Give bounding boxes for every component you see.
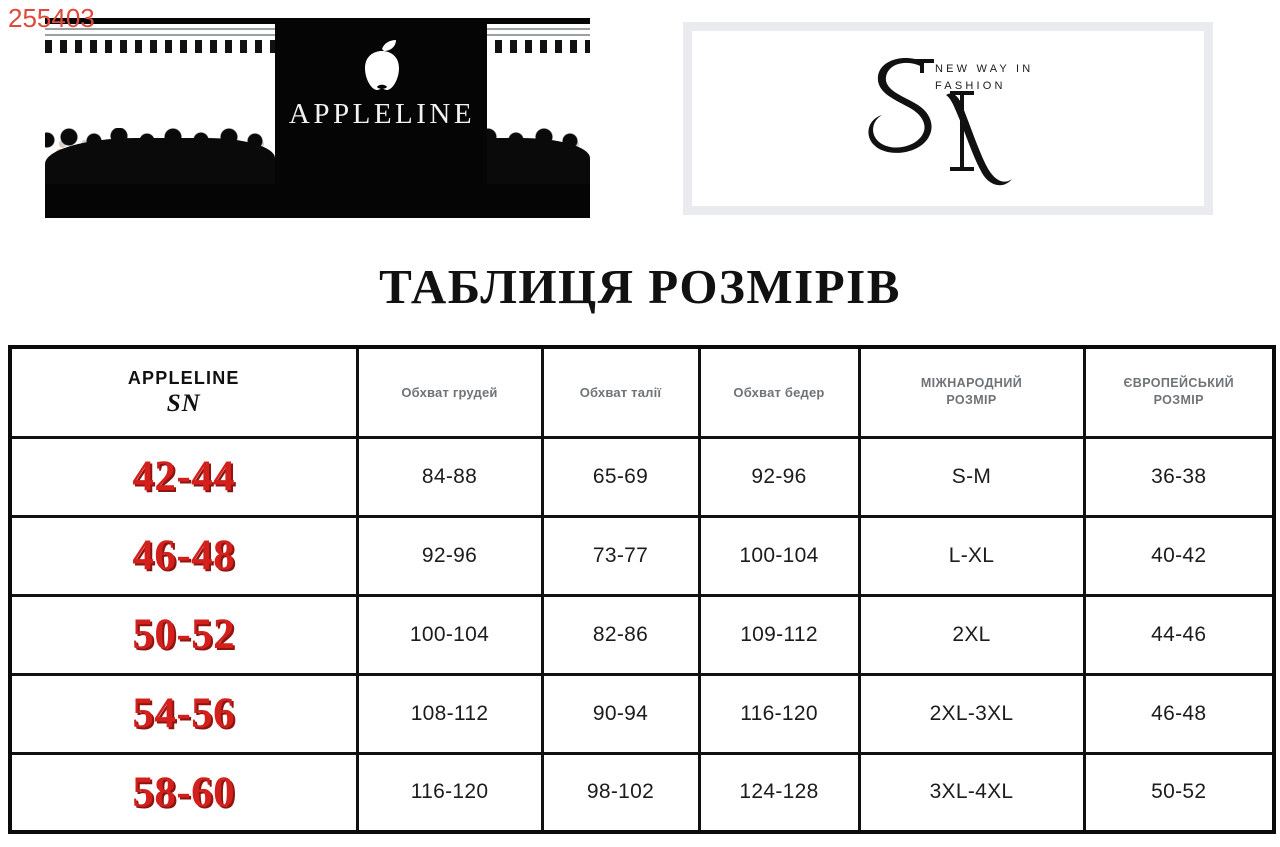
cell-european: 36-38 xyxy=(1082,435,1276,518)
banner-row: APPLELINE NEW WAY IN FASHION xyxy=(0,0,1280,240)
header-cell-brand: APPLELINE SN xyxy=(8,345,359,439)
cell-european: 44-46 xyxy=(1082,593,1276,676)
table-row: 58-60 116-120 98-102 124-128 3XL-4XL 50-… xyxy=(8,751,1276,834)
cell-size: 58-60 xyxy=(8,751,359,834)
cell-hip: 100-104 xyxy=(697,514,861,597)
table-row: 42-44 84-88 65-69 92-96 S-M 36-38 xyxy=(8,435,1276,518)
appleline-wordmark: APPLELINE xyxy=(288,98,476,130)
cell-international: L-XL xyxy=(857,514,1086,597)
cell-bust: 92-96 xyxy=(355,514,544,597)
header-brand-word: APPLELINE xyxy=(127,367,240,388)
cell-size: 46-48 xyxy=(8,514,359,597)
sn-monogram-icon xyxy=(850,49,1060,199)
size-chart-container: APPLELINE SN Обхват грудей Обхват талії … xyxy=(8,345,1276,834)
table-header-row: APPLELINE SN Обхват грудей Обхват талії … xyxy=(8,345,1276,439)
header-label-bust: Обхват грудей xyxy=(401,384,498,400)
header-label-international-line2: РОЗМІР xyxy=(946,393,997,408)
ceiling-lights-decor xyxy=(45,24,275,58)
cell-international: 3XL-4XL xyxy=(857,751,1086,834)
cell-european: 50-52 xyxy=(1082,751,1276,834)
header-cell-international: МІЖНАРОДНИЙ РОЗМІР xyxy=(857,345,1086,439)
header-cell-waist: Обхват талії xyxy=(540,345,701,439)
header-label-waist: Обхват талії xyxy=(579,384,662,400)
cell-waist: 73-77 xyxy=(540,514,701,597)
appleline-banner: APPLELINE xyxy=(45,18,590,218)
cell-international: 2XL xyxy=(857,593,1086,676)
sn-tagline: NEW WAY IN FASHION xyxy=(935,61,1033,95)
cell-european: 46-48 xyxy=(1082,672,1276,755)
cell-hip: 109-112 xyxy=(697,593,861,676)
size-chart-table: APPLELINE SN Обхват грудей Обхват талії … xyxy=(8,345,1276,834)
cell-hip: 124-128 xyxy=(697,751,861,834)
sn-tagline-line1: NEW WAY IN xyxy=(935,63,1034,75)
cell-size: 50-52 xyxy=(8,593,359,676)
header-label-european-line2: РОЗМІР xyxy=(1153,393,1204,408)
watermark-id: 255403 xyxy=(8,3,95,33)
cell-size: 42-44 xyxy=(8,435,359,518)
cell-bust: 116-120 xyxy=(355,751,544,834)
header-brand-script: SN xyxy=(166,389,201,417)
table-body: 42-44 84-88 65-69 92-96 S-M 36-38 46-48 … xyxy=(8,435,1276,834)
table-row: 54-56 108-112 90-94 116-120 2XL-3XL 46-4… xyxy=(8,672,1276,755)
cell-international: 2XL-3XL xyxy=(857,672,1086,755)
cell-bust: 100-104 xyxy=(355,593,544,676)
cell-hip: 116-120 xyxy=(697,672,861,755)
sn-tagline-line2: FASHION xyxy=(935,80,1006,92)
crowd-silhouette-left xyxy=(45,128,275,184)
table-row: 46-48 92-96 73-77 100-104 L-XL 40-42 xyxy=(8,514,1276,597)
table-row: 50-52 100-104 82-86 109-112 2XL 44-46 xyxy=(8,593,1276,676)
header-label-hip: Обхват бедер xyxy=(733,384,825,400)
header-cell-hip: Обхват бедер xyxy=(697,345,861,439)
cell-bust: 108-112 xyxy=(355,672,544,755)
header-label-international: МІЖНАРОДНИЙ РОЗМІР xyxy=(861,375,1083,409)
cell-european: 40-42 xyxy=(1082,514,1276,597)
cell-hip: 92-96 xyxy=(697,435,861,518)
cell-waist: 90-94 xyxy=(540,672,701,755)
cell-waist: 82-86 xyxy=(540,593,701,676)
cell-international: S-M xyxy=(857,435,1086,518)
appleline-logo: APPLELINE xyxy=(277,18,487,218)
cell-waist: 65-69 xyxy=(540,435,701,518)
header-cell-european: ЄВРОПЕЙСЬКИЙ РОЗМІР xyxy=(1082,345,1276,439)
table-header: APPLELINE SN Обхват грудей Обхват талії … xyxy=(8,345,1276,439)
cell-bust: 84-88 xyxy=(355,435,544,518)
sn-fashion-banner: NEW WAY IN FASHION xyxy=(683,22,1213,215)
header-label-european: ЄВРОПЕЙСЬКИЙ РОЗМІР xyxy=(1086,375,1273,409)
cell-waist: 98-102 xyxy=(540,751,701,834)
header-label-international-line1: МІЖНАРОДНИЙ xyxy=(920,376,1023,391)
runway-illustration-left xyxy=(45,24,275,184)
apple-icon xyxy=(360,40,404,90)
header-label-european-line1: ЄВРОПЕЙСЬКИЙ xyxy=(1123,376,1235,391)
page-title: ТАБЛИЦЯ РОЗМІРІВ xyxy=(379,259,901,314)
header-cell-bust: Обхват грудей xyxy=(355,345,544,439)
cell-size: 54-56 xyxy=(8,672,359,755)
